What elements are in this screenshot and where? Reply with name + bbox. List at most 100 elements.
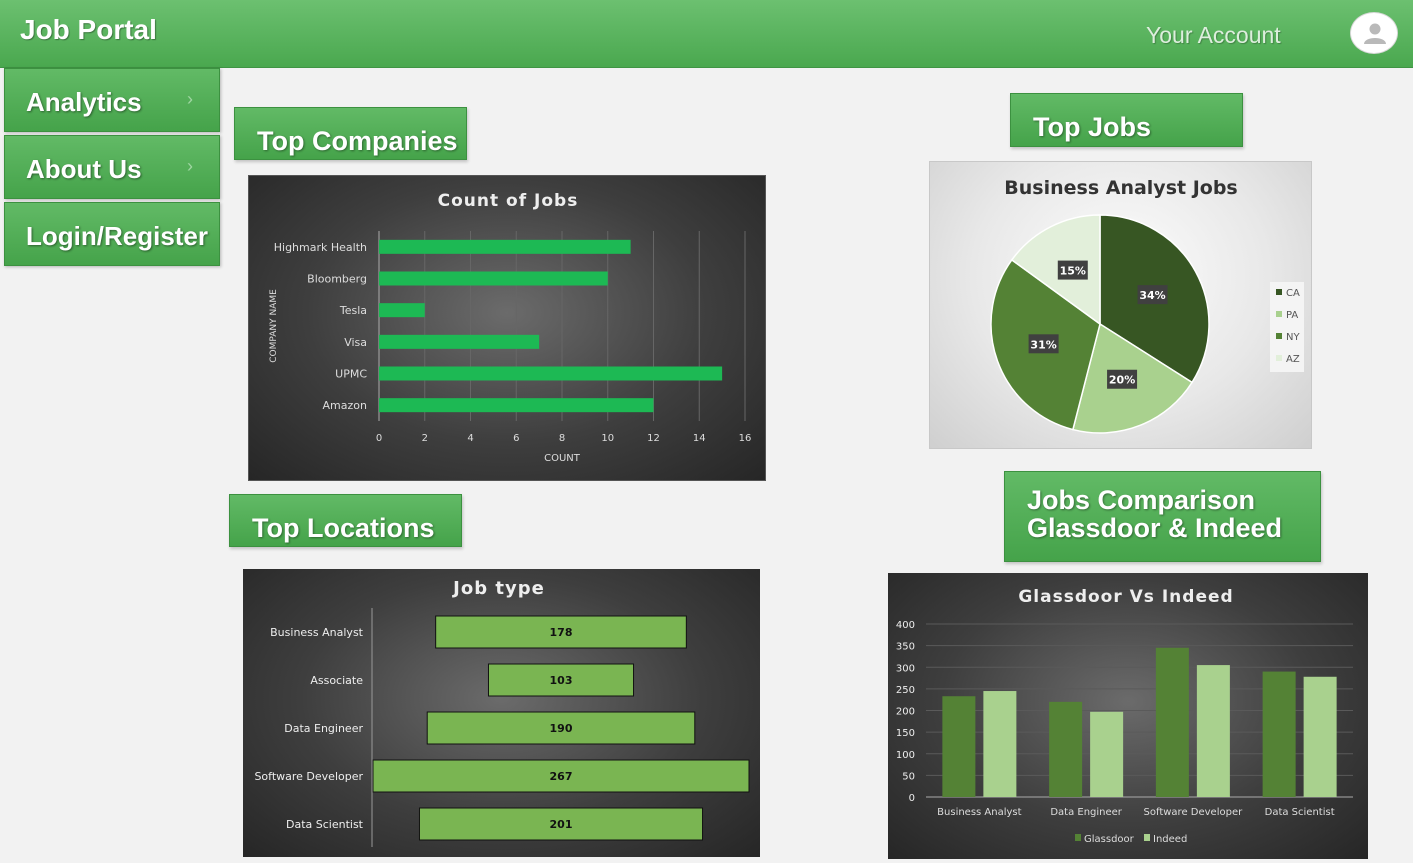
x-tick-label: 2	[422, 433, 428, 444]
sidebar-item-about-us[interactable]: About Us ›	[4, 135, 220, 199]
section-title: Top Jobs	[1033, 112, 1151, 142]
data-label-box	[1107, 369, 1138, 389]
y-tick-label: Data Scientist	[286, 818, 364, 831]
legend-swatch	[1276, 311, 1282, 317]
top-header: Job Portal Your Account	[0, 0, 1413, 68]
y-tick-label: Data Engineer	[284, 722, 363, 735]
your-account-link[interactable]: Your Account	[1146, 22, 1281, 48]
bar-indeed	[1196, 665, 1230, 797]
sidebar-item-label: About Us	[26, 154, 142, 184]
x-tick-label: 16	[739, 433, 752, 444]
data-label: 20%	[1109, 374, 1135, 387]
y-tick-label: Associate	[310, 674, 363, 687]
x-tick-label: Data Engineer	[1050, 807, 1122, 818]
bar-glassdoor	[942, 696, 976, 797]
chart-job-type: Job type 178 Business Analyst 103 Associate 1…	[243, 569, 760, 857]
bar	[418, 807, 704, 841]
chart-job-type-svg: Job type 178 Business Analyst 103 Associate 1…	[254, 578, 750, 847]
bar-indeed	[1303, 676, 1337, 797]
pie-slice	[1010, 214, 1101, 326]
bar	[379, 303, 425, 318]
data-label: 201	[550, 818, 573, 831]
chart-title: Business Analyst Jobs	[1004, 177, 1237, 199]
legend-swatch	[1276, 333, 1282, 339]
chevron-right-icon: ›	[187, 89, 193, 109]
data-label-box	[1028, 334, 1059, 354]
y-axis-title: COMPANY NAME	[269, 289, 279, 363]
x-tick-label: 0	[376, 433, 382, 444]
x-tick-label: 14	[693, 433, 706, 444]
section-title: Top Companies	[257, 126, 458, 156]
y-tick-label: 250	[896, 685, 915, 696]
y-tick-label: Amazon	[323, 399, 367, 412]
legend-box	[1270, 282, 1304, 372]
data-label-box	[1057, 260, 1088, 280]
y-tick-label: 0	[909, 793, 915, 804]
data-label-box	[1137, 285, 1168, 305]
x-tick-label: Data Scientist	[1265, 807, 1335, 818]
legend-swatch	[1144, 834, 1150, 841]
section-header-top-locations: Top Locations	[229, 494, 462, 547]
data-label: 15%	[1060, 265, 1086, 278]
account-avatar-icon[interactable]	[1350, 12, 1398, 54]
y-tick-label: Bloomberg	[307, 273, 367, 286]
data-label: 178	[550, 626, 573, 639]
section-header-top-jobs: Top Jobs	[1010, 93, 1243, 147]
chart-glassdoor-vs-indeed-svg: Glassdoor Vs Indeed 0 50 100 150 200 250 300 350…	[896, 587, 1353, 845]
legend-swatch	[1276, 289, 1282, 295]
section-header-top-companies: Top Companies	[234, 107, 467, 160]
bar	[379, 398, 654, 413]
bar	[379, 334, 540, 349]
y-tick-label: Tesla	[339, 304, 367, 317]
bar-glassdoor	[1155, 647, 1189, 797]
legend-label: AZ	[1286, 354, 1300, 365]
chart-business-analyst-jobs-svg: Business Analyst Jobs 34% 20% 31% 15% CA PA NY A…	[990, 177, 1304, 434]
y-tick-label: Highmark Health	[274, 241, 367, 254]
data-label: 267	[550, 770, 573, 783]
chevron-right-icon: ›	[187, 156, 193, 176]
x-tick-label: 12	[647, 433, 660, 444]
chart-count-of-jobs-svg: Count of Jobs 0 2 4 6 8 10 12 14 16 Highmark Healt…	[269, 191, 752, 464]
x-tick-label: Business Analyst	[937, 807, 1021, 818]
legend-swatch	[1075, 834, 1081, 841]
y-tick-label: 200	[896, 707, 915, 718]
sidebar-item-label: Analytics	[26, 87, 142, 117]
bar-glassdoor	[1049, 701, 1083, 797]
legend-label: Indeed	[1153, 834, 1187, 845]
section-header-jobs-comparison: Jobs Comparison Glassdoor & Indeed	[1004, 471, 1321, 562]
data-label: 190	[550, 722, 573, 735]
bar	[435, 615, 687, 649]
sidebar-item-analytics[interactable]: Analytics ›	[4, 68, 220, 132]
data-label: 34%	[1139, 289, 1165, 302]
y-tick-label: 100	[896, 750, 915, 761]
legend-swatch	[1276, 355, 1282, 361]
x-tick-label: 4	[467, 433, 473, 444]
x-tick-label: 8	[559, 433, 565, 444]
x-tick-label: Software Developer	[1144, 807, 1244, 818]
y-tick-label: Business Analyst	[270, 626, 364, 639]
data-label: 31%	[1030, 338, 1056, 351]
data-label: 103	[550, 674, 573, 687]
chart-glassdoor-vs-indeed: Glassdoor Vs Indeed 0 50 100 150 200 250 300 350…	[888, 573, 1368, 859]
y-tick-label: Software Developer	[254, 770, 363, 783]
bar	[379, 239, 631, 254]
legend-label: PA	[1286, 310, 1298, 321]
legend-label: NY	[1286, 332, 1300, 343]
app-title: Job Portal	[20, 14, 157, 45]
bar	[379, 271, 608, 286]
x-axis-title: COUNT	[544, 453, 581, 464]
chart-business-analyst-jobs: Business Analyst Jobs 34% 20% 31% 15% CA PA NY A…	[929, 161, 1312, 449]
bar	[372, 759, 750, 793]
chart-title: Job type	[451, 578, 545, 599]
legend-label: CA	[1286, 288, 1300, 299]
section-title-line1: Jobs Comparison	[1027, 485, 1256, 515]
sidebar-item-label: Login/Register	[26, 221, 209, 251]
chart-title: Glassdoor Vs Indeed	[1018, 587, 1233, 607]
sidebar-item-login-register[interactable]: Login/Register	[4, 202, 220, 266]
bar-indeed	[1090, 711, 1124, 797]
legend-label: Glassdoor	[1084, 834, 1135, 845]
section-title-line2: Glassdoor & Indeed	[1027, 513, 1283, 543]
chart-title: Count of Jobs	[438, 191, 579, 211]
bar	[379, 366, 723, 381]
x-tick-label: 6	[513, 433, 519, 444]
